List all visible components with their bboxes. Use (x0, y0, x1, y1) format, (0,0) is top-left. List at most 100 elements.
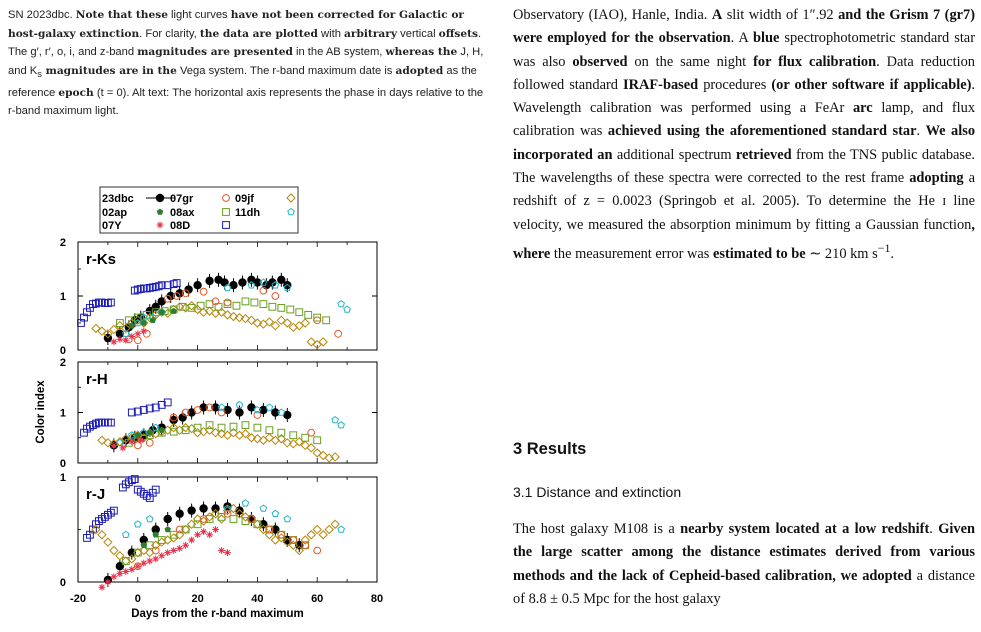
point-09jf (306, 337, 316, 347)
point-09jf (216, 307, 227, 317)
point-09jf (168, 422, 179, 433)
point-02ap (146, 429, 153, 436)
point-23dbc (199, 504, 208, 513)
point-09jf (240, 313, 251, 324)
point-08ax (313, 313, 322, 322)
legend-label-23dbc: 23dbc (102, 193, 134, 205)
point-09jf (252, 519, 263, 529)
point-07gr (277, 530, 286, 539)
point-11dh (271, 509, 280, 517)
point-09jf (234, 509, 245, 519)
point-11dh (151, 423, 160, 431)
point-11dh (116, 438, 124, 447)
legend-marker-09jf (286, 193, 296, 203)
color-index-figure: 23dbc 07gr 09jf 02ap 08ax 11dh 07Y 08D 0 1 2 r-Ks 0 1… (35, 186, 383, 620)
point-02ap (170, 307, 177, 314)
point-23dbc (211, 504, 220, 513)
point-11dh (337, 525, 345, 533)
point-08ax (205, 515, 214, 523)
panel-label: r-Ks (86, 251, 116, 268)
xtick-label: -20 (70, 593, 86, 605)
point-09jf (234, 312, 245, 323)
point-02ap (152, 531, 159, 538)
point-23dbc (283, 281, 292, 290)
point-11dh (277, 408, 286, 416)
point-09jf (97, 530, 107, 540)
point-11dh (223, 283, 232, 292)
point-08ax (259, 300, 268, 308)
point-08ax (229, 515, 238, 523)
point-08ax (301, 433, 310, 442)
point-07Y (119, 444, 127, 452)
point-09jf (306, 530, 316, 540)
point-07gr (271, 292, 280, 300)
point-09jf (312, 448, 322, 458)
point-11dh (223, 504, 232, 512)
point-07gr (163, 294, 172, 303)
point-07gr (145, 438, 154, 447)
point-09jf (312, 524, 322, 535)
point-09jf (240, 512, 251, 522)
point-09jf (264, 317, 275, 327)
point-09jf (330, 452, 340, 462)
legend-box (99, 186, 299, 234)
point-07Y (122, 336, 130, 344)
point-07gr (334, 329, 343, 338)
point-11dh (122, 530, 130, 538)
point-02ap (140, 319, 147, 326)
point-08ax (304, 311, 313, 319)
point-07Y (116, 335, 124, 343)
legend-marker-07gr (222, 194, 230, 202)
point-23dbc (199, 403, 208, 412)
point-09jf (97, 326, 107, 336)
point-09jf (246, 315, 257, 326)
point-09jf (276, 315, 287, 326)
point-08D (172, 279, 181, 287)
point-09jf (264, 433, 275, 443)
point-07gr (133, 441, 142, 450)
legend-label-08ax: 08ax (170, 207, 195, 219)
point-23dbc (238, 278, 247, 287)
point-09jf (91, 524, 101, 535)
point-23dbc (223, 405, 232, 415)
point-23dbc (169, 415, 178, 425)
point-08ax (193, 520, 202, 529)
point-08ax (268, 302, 277, 311)
point-09jf (109, 324, 119, 335)
point-07Y (170, 547, 178, 554)
point-08ax (232, 301, 241, 310)
point-07Y (110, 573, 118, 581)
point-07gr (199, 515, 208, 523)
point-09jf (115, 551, 125, 561)
point-07gr (301, 541, 310, 550)
point-11dh (247, 281, 256, 289)
point-08ax (133, 548, 142, 557)
ytick-label: 1 (60, 291, 66, 303)
point-08ax (286, 305, 295, 314)
ytick-label: 2 (60, 357, 66, 369)
point-07gr (259, 286, 268, 295)
point-11dh (145, 514, 154, 523)
point-23dbc (175, 289, 184, 298)
point-09jf (282, 438, 293, 448)
point-07Y (188, 536, 196, 544)
point-07gr (133, 336, 142, 345)
point-08ax (181, 525, 190, 534)
point-09jf (222, 310, 233, 320)
point-07Y (176, 545, 184, 552)
point-02ap (140, 541, 147, 548)
point-08ax (178, 302, 187, 311)
point-09jf (318, 337, 328, 347)
point-08D (127, 408, 136, 417)
legend-label-02ap: 02ap (102, 207, 127, 219)
ytick-label: 1 (60, 408, 66, 420)
point-08ax (295, 308, 304, 317)
point-09jf (240, 429, 251, 439)
point-23dbc (211, 403, 220, 412)
point-07Y (158, 552, 166, 560)
point-08ax (193, 423, 202, 432)
point-11dh (259, 278, 268, 286)
point-07Y (146, 557, 154, 565)
point-07gr (211, 297, 220, 306)
point-07Y (206, 531, 213, 539)
